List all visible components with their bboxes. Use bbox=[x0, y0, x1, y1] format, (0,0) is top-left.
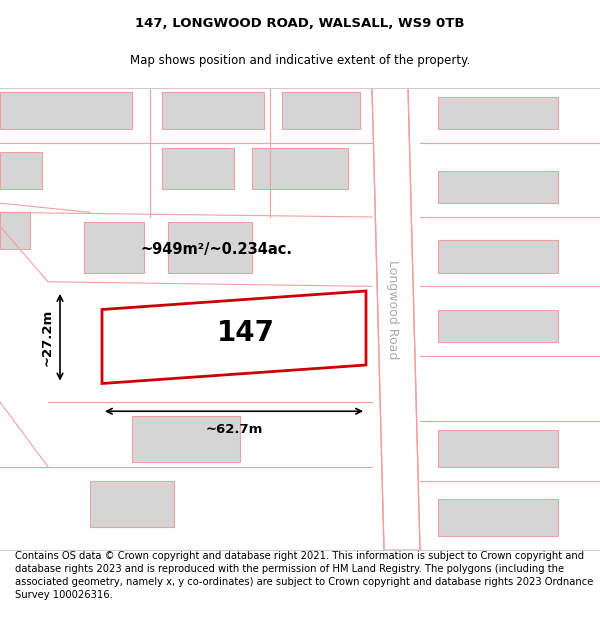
Polygon shape bbox=[0, 152, 42, 189]
Polygon shape bbox=[372, 88, 420, 550]
Text: ~949m²/~0.234ac.: ~949m²/~0.234ac. bbox=[140, 242, 292, 257]
Text: Longwood Road: Longwood Road bbox=[386, 260, 400, 359]
Text: ~62.7m: ~62.7m bbox=[205, 423, 263, 436]
Polygon shape bbox=[0, 92, 132, 129]
Polygon shape bbox=[438, 240, 558, 272]
Text: 147, LONGWOOD ROAD, WALSALL, WS9 0TB: 147, LONGWOOD ROAD, WALSALL, WS9 0TB bbox=[135, 17, 465, 30]
Polygon shape bbox=[162, 148, 234, 189]
Polygon shape bbox=[84, 222, 144, 272]
Polygon shape bbox=[168, 222, 252, 272]
Polygon shape bbox=[132, 416, 240, 462]
Polygon shape bbox=[438, 499, 558, 536]
Polygon shape bbox=[438, 430, 558, 467]
Text: 147: 147 bbox=[217, 319, 275, 347]
Polygon shape bbox=[282, 92, 360, 129]
Polygon shape bbox=[252, 148, 348, 189]
Polygon shape bbox=[438, 171, 558, 203]
Polygon shape bbox=[90, 481, 174, 527]
Polygon shape bbox=[438, 309, 558, 342]
Polygon shape bbox=[102, 291, 366, 384]
Text: Contains OS data © Crown copyright and database right 2021. This information is : Contains OS data © Crown copyright and d… bbox=[15, 551, 593, 601]
Polygon shape bbox=[438, 97, 558, 129]
Polygon shape bbox=[0, 213, 30, 249]
Text: Map shows position and indicative extent of the property.: Map shows position and indicative extent… bbox=[130, 54, 470, 68]
Polygon shape bbox=[162, 92, 264, 129]
Text: ~27.2m: ~27.2m bbox=[41, 309, 54, 366]
